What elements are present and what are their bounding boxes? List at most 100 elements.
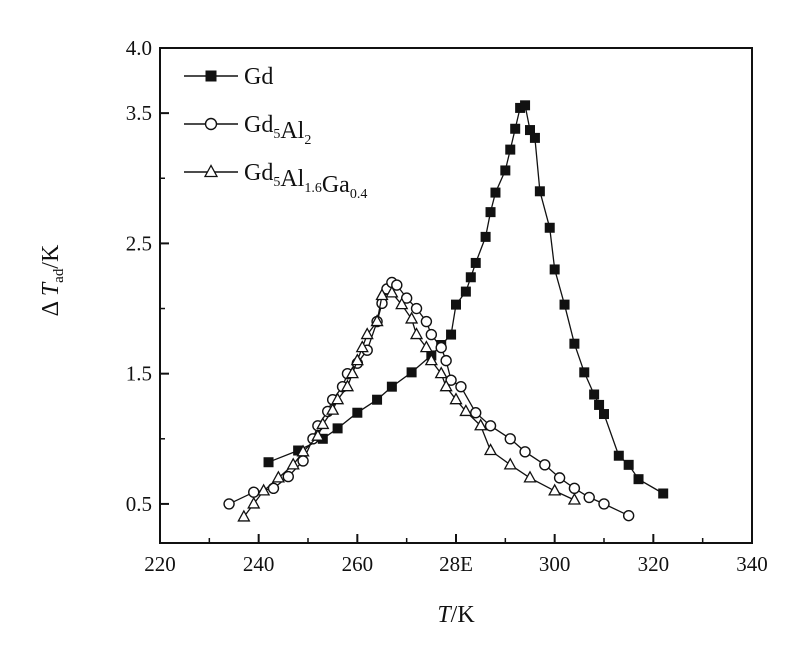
x-tick-label: 28Е: [439, 552, 473, 576]
data-point: [579, 367, 590, 378]
data-point: [420, 315, 433, 328]
axis-ticks: 220 240 260 28Е 300 320 340 0.5 1.5 2.5 3.5 4.0: [126, 36, 768, 576]
legend-marker: [204, 117, 218, 131]
data-point: [568, 482, 581, 494]
data-point: [296, 444, 310, 457]
data-point: [352, 407, 363, 418]
data-point: [425, 328, 438, 341]
legend-label: Gd5Al1.6Ga0.4: [244, 160, 367, 202]
data-point: [257, 483, 271, 496]
data-point: [510, 123, 521, 134]
data-point: [500, 165, 511, 176]
series-1: [223, 276, 635, 522]
data-point: [544, 222, 555, 233]
legend-label: Gd5Al2: [244, 112, 311, 148]
data-point: [355, 340, 369, 353]
y-tick-label: 4.0: [126, 36, 152, 60]
data-point: [405, 311, 419, 324]
y-axis-title: Δ Tad/K: [38, 244, 67, 316]
data-point: [345, 366, 359, 379]
y-tick-label: 2.5: [126, 231, 152, 255]
data-point: [311, 428, 325, 441]
x-tick-label: 240: [243, 552, 275, 576]
y-tick-label: 1.5: [126, 362, 152, 386]
legend-item: Gd5Al1.6Ga0.4: [184, 160, 367, 202]
data-point: [485, 207, 496, 218]
data-point: [435, 341, 447, 354]
data-point: [446, 329, 457, 340]
data-point: [434, 366, 448, 379]
data-point: [247, 496, 261, 509]
data-point: [519, 446, 531, 458]
data-point: [406, 367, 417, 378]
data-point: [539, 459, 551, 471]
data-point: [385, 285, 399, 298]
data-point: [331, 392, 345, 405]
data-point: [439, 379, 453, 392]
data-point: [386, 381, 397, 392]
data-point: [409, 327, 424, 340]
data-point: [622, 509, 635, 522]
legend: Gd Gd5Al2 Gd5Al1.6Ga0.4: [184, 64, 367, 202]
data-point: [633, 474, 644, 485]
data-point: [470, 407, 482, 419]
data-point: [559, 299, 570, 310]
data-point: [293, 445, 304, 456]
data-point: [504, 433, 516, 445]
data-point: [599, 409, 609, 420]
data-point: [569, 338, 580, 349]
x-tick-label: 300: [539, 552, 571, 576]
data-point: [424, 353, 438, 366]
series-0: [263, 100, 669, 499]
x-tick-label: 260: [342, 552, 374, 576]
data-point: [470, 257, 481, 268]
data-point: [372, 394, 383, 405]
data-point: [459, 404, 473, 417]
data-point: [451, 299, 461, 310]
data-point: [589, 389, 600, 400]
data-point: [410, 302, 423, 315]
data-series: [223, 100, 669, 522]
data-point: [583, 491, 595, 504]
data-point: [658, 488, 669, 499]
data-point: [623, 459, 634, 470]
legend-marker: [203, 164, 219, 178]
data-point: [395, 297, 409, 310]
series-2: [237, 285, 581, 522]
data-point: [237, 509, 251, 522]
data-point: [370, 314, 384, 327]
data-point: [567, 492, 581, 505]
x-axis-title: T/K: [437, 602, 475, 628]
data-point: [223, 498, 235, 510]
data-point: [598, 498, 610, 510]
data-point: [505, 144, 516, 155]
data-point: [419, 340, 433, 353]
data-point: [484, 420, 497, 432]
data-point: [263, 457, 274, 468]
data-point: [449, 392, 463, 405]
data-point: [375, 288, 389, 301]
data-point: [465, 272, 476, 283]
data-point: [326, 402, 340, 415]
y-tick-label: 3.5: [126, 101, 152, 125]
data-point: [360, 327, 374, 340]
y-tick-label: 0.5: [126, 492, 152, 516]
data-point: [549, 264, 560, 275]
data-point: [613, 450, 624, 461]
data-point: [248, 486, 260, 498]
data-point: [503, 457, 517, 470]
data-point: [391, 279, 403, 291]
data-point: [316, 417, 330, 430]
legend-marker: [205, 70, 217, 82]
data-point: [523, 470, 537, 483]
x-tick-label: 340: [736, 552, 768, 576]
data-point: [594, 399, 605, 410]
legend-item: Gd: [184, 64, 273, 90]
data-point: [480, 231, 491, 242]
data-point: [525, 125, 535, 136]
data-point: [529, 132, 540, 143]
x-tick-label: 220: [144, 552, 176, 576]
legend-label: Gd: [244, 64, 273, 90]
legend-item: Gd5Al2: [184, 112, 311, 148]
